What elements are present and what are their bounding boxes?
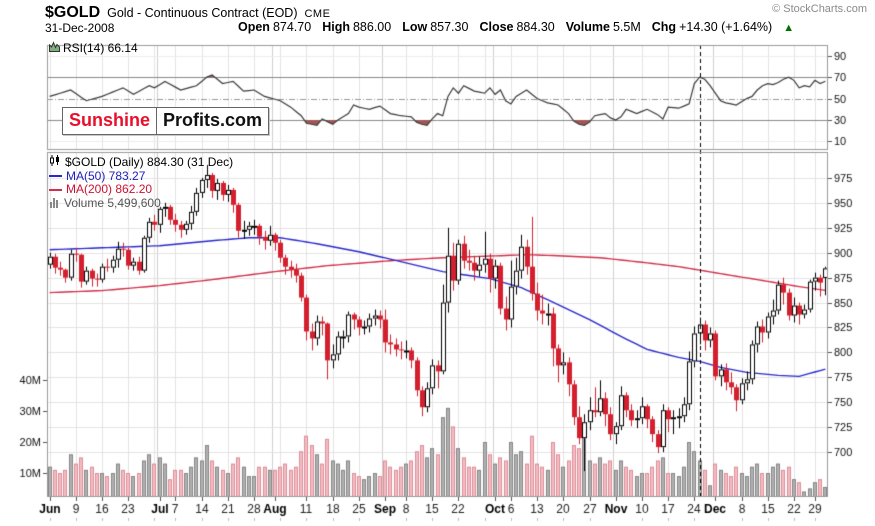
volume-bars-icon (49, 197, 60, 212)
watermark-profits: Profits.com (156, 107, 270, 135)
legend-symbol-text: $GOLD (Daily) 884.30 (31 Dec) (65, 154, 234, 169)
quote-high: High 886.00 (322, 20, 392, 34)
chart-legend: $GOLD (Daily) 884.30 (31 Dec) MA(50) 783… (49, 155, 233, 211)
quote-volume: Volume 5.5M (565, 20, 641, 34)
quote-low: Low 857.30 (402, 20, 469, 34)
stockcharts-copyright: © StockCharts.com (772, 3, 867, 15)
rsi-label-row: RSI(14) 66.14 (49, 41, 138, 55)
up-arrow-icon: ▲ (783, 22, 795, 34)
quote-open: Open 874.70 (238, 20, 312, 34)
symbol: $GOLD (45, 4, 101, 21)
watermark-sunshine: Sunshine (62, 107, 158, 135)
quote-change: Chg +14.30 (+1.64%) (651, 20, 773, 34)
legend-volume-text: Volume 5,499,600 (64, 196, 161, 210)
quote-date: 31-Dec-2008 (45, 21, 115, 35)
ma50-line-swatch (49, 175, 62, 178)
legend-ma50-row: MA(50) 783.27 (49, 168, 233, 184)
ma200-line-swatch (49, 188, 62, 191)
legend-symbol-row: $GOLD (Daily) 884.30 (31 Dec) (49, 155, 233, 170)
legend-volume-row: Volume 5,499,600 (49, 196, 233, 212)
legend-ma200-text: MA(200) 862.20 (66, 182, 153, 196)
quote-bar: Open 874.70 High 886.00 Low 857.30 Close 884… (238, 20, 794, 34)
chart-header: $GOLD Gold - Continuous Contract (EOD) C… (45, 4, 330, 22)
exchange-label: CME (304, 8, 331, 20)
symbol-name: Gold - Continuous Contract (EOD) (107, 6, 298, 20)
legend-ma200-row: MA(200) 862.20 (49, 182, 233, 197)
sunshine-profits-watermark: Sunshine Profits.com (62, 107, 270, 135)
rsi-label: RSI(14) 66.14 (63, 41, 138, 55)
rsi-area-icon (49, 41, 60, 55)
quote-close: Close 884.30 (479, 20, 555, 34)
candlestick-icon (49, 155, 61, 170)
legend-ma50-text: MA(50) 783.27 (66, 168, 146, 183)
